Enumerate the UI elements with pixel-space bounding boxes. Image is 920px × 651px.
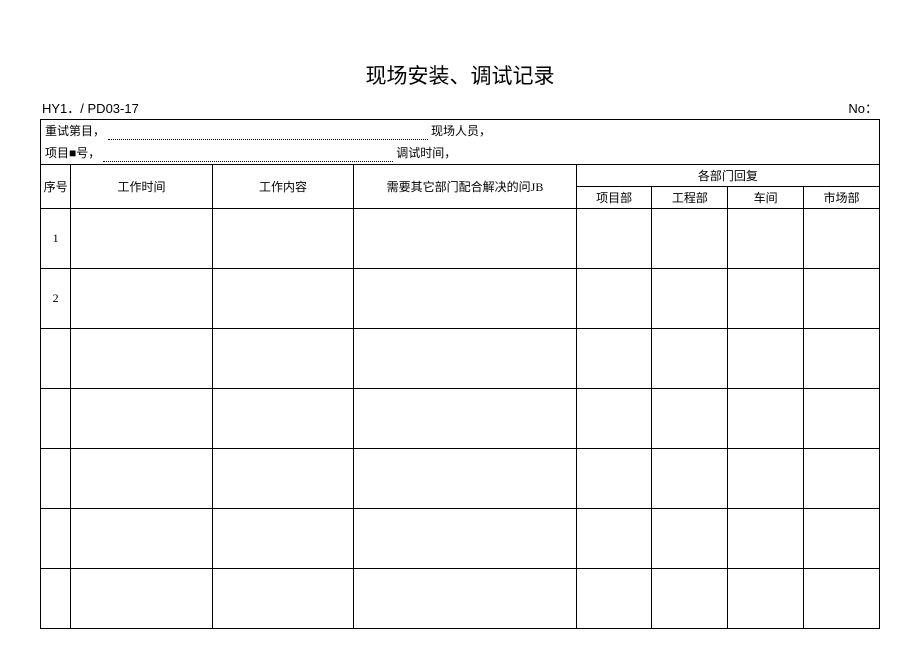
col-issue: 需要其它部门配合解决的问JB: [354, 165, 576, 209]
meta-project-label: 项目■号，: [45, 146, 100, 160]
cell-reply-workshop: [728, 449, 804, 509]
cell-issue: [354, 269, 576, 329]
cell-reply-project: [576, 449, 652, 509]
cell-seq: [41, 449, 71, 509]
cell-issue: [354, 569, 576, 629]
header-row-1: 序号 工作时间 工作内容 需要其它部门配合解决的问JB 各部门回复: [41, 165, 880, 187]
cell-reply-project: [576, 209, 652, 269]
meta-line-2: 项目■号， 调试时间，: [41, 142, 879, 164]
cell-reply-project: [576, 389, 652, 449]
cell-reply-project: [576, 269, 652, 329]
cell-work-time: [71, 209, 213, 269]
cell-reply-engineering: [652, 269, 728, 329]
cell-reply-market: [804, 209, 880, 269]
col-reply-project: 项目部: [576, 187, 652, 209]
meta-time-label: 调试时间，: [396, 146, 456, 160]
cell-reply-workshop: [728, 209, 804, 269]
meta-personnel-label: 现场人员，: [431, 124, 491, 138]
cell-work-time: [71, 329, 213, 389]
meta-dotted-1: [108, 128, 428, 140]
table-row: [41, 329, 880, 389]
cell-reply-engineering: [652, 389, 728, 449]
table-row: [41, 389, 880, 449]
cell-issue: [354, 329, 576, 389]
cell-reply-engineering: [652, 329, 728, 389]
cell-reply-engineering: [652, 209, 728, 269]
cell-reply-market: [804, 329, 880, 389]
cell-issue: [354, 449, 576, 509]
cell-seq: 2: [41, 269, 71, 329]
cell-reply-workshop: [728, 329, 804, 389]
cell-work-time: [71, 389, 213, 449]
document-title: 现场安装、调试记录: [40, 60, 880, 90]
cell-reply-workshop: [728, 389, 804, 449]
cell-reply-engineering: [652, 509, 728, 569]
col-seq: 序号: [41, 165, 71, 209]
meta-retry-label: 重试第目，: [45, 124, 105, 138]
cell-seq: [41, 329, 71, 389]
cell-reply-workshop: [728, 509, 804, 569]
col-reply-workshop: 车间: [728, 187, 804, 209]
cell-reply-engineering: [652, 449, 728, 509]
cell-work-time: [71, 569, 213, 629]
cell-work-content: [212, 269, 354, 329]
cell-issue: [354, 209, 576, 269]
table-body: 12: [41, 209, 880, 629]
table-row: [41, 569, 880, 629]
cell-work-content: [212, 389, 354, 449]
cell-reply-market: [804, 269, 880, 329]
cell-issue: [354, 389, 576, 449]
cell-reply-market: [804, 449, 880, 509]
cell-work-content: [212, 569, 354, 629]
cell-reply-market: [804, 509, 880, 569]
no-label: No：: [848, 98, 878, 117]
cell-reply-market: [804, 389, 880, 449]
record-table: 序号 工作时间 工作内容 需要其它部门配合解决的问JB 各部门回复 项目部 工程…: [40, 164, 880, 629]
table-row: 1: [41, 209, 880, 269]
meta-block: 重试第目， 现场人员， 项目■号， 调试时间，: [40, 119, 880, 164]
cell-seq: [41, 389, 71, 449]
cell-reply-project: [576, 569, 652, 629]
cell-work-content: [212, 449, 354, 509]
table-row: [41, 509, 880, 569]
cell-work-content: [212, 209, 354, 269]
table-row: [41, 449, 880, 509]
cell-work-time: [71, 449, 213, 509]
cell-work-content: [212, 509, 354, 569]
cell-work-content: [212, 329, 354, 389]
meta-dotted-2: [103, 150, 393, 162]
cell-seq: 1: [41, 209, 71, 269]
cell-work-time: [71, 509, 213, 569]
col-work-time: 工作时间: [71, 165, 213, 209]
cell-reply-engineering: [652, 569, 728, 629]
cell-issue: [354, 509, 576, 569]
meta-line-1: 重试第目， 现场人员，: [41, 120, 879, 142]
document-header: HY1．/ PD03-17 No：: [40, 98, 880, 117]
cell-reply-workshop: [728, 569, 804, 629]
cell-seq: [41, 509, 71, 569]
cell-seq: [41, 569, 71, 629]
cell-work-time: [71, 269, 213, 329]
doc-code: HY1．/ PD03-17: [42, 98, 139, 117]
col-reply-engineering: 工程部: [652, 187, 728, 209]
table-row: 2: [41, 269, 880, 329]
col-reply-market: 市场部: [804, 187, 880, 209]
col-work-content: 工作内容: [212, 165, 354, 209]
col-reply-group: 各部门回复: [576, 165, 879, 187]
cell-reply-market: [804, 569, 880, 629]
cell-reply-project: [576, 329, 652, 389]
cell-reply-workshop: [728, 269, 804, 329]
cell-reply-project: [576, 509, 652, 569]
